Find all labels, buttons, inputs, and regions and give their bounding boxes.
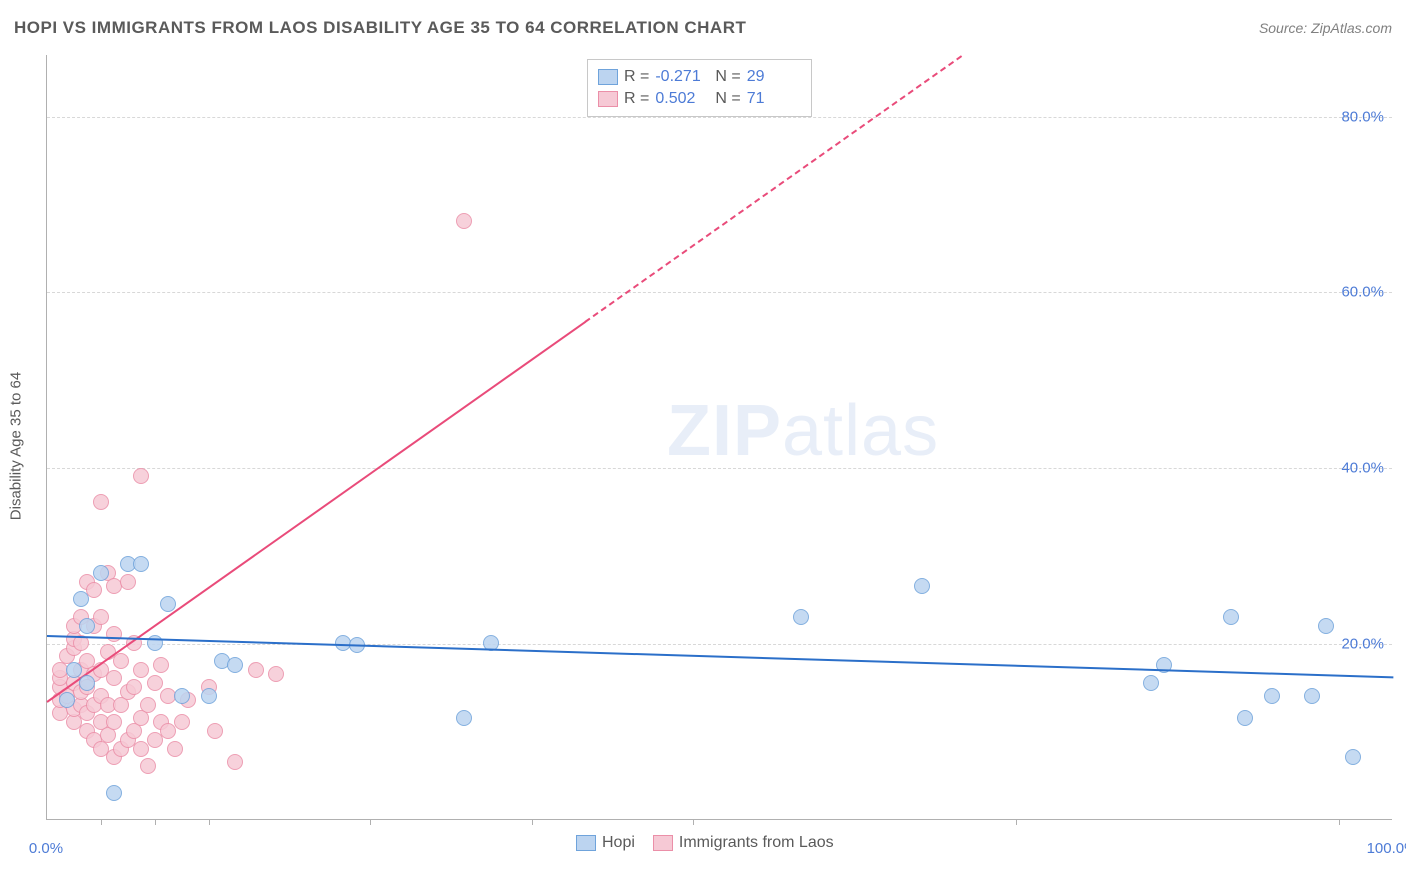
stats-n-value: 71 <box>747 90 801 108</box>
watermark-bold: ZIP <box>667 391 782 471</box>
scatter-point <box>106 626 122 642</box>
scatter-point <box>106 714 122 730</box>
stats-r-label: R = <box>624 68 649 86</box>
scatter-point <box>133 662 149 678</box>
scatter-point <box>106 785 122 801</box>
gridline <box>47 117 1392 118</box>
scatter-point <box>66 662 82 678</box>
scatter-point <box>86 582 102 598</box>
gridline <box>47 292 1392 293</box>
scatter-point <box>113 653 129 669</box>
legend-label: Hopi <box>602 834 635 852</box>
x-tick <box>1339 819 1340 825</box>
stats-legend-row: R = -0.271 N = 29 <box>598 66 801 88</box>
watermark: ZIPatlas <box>667 390 939 472</box>
scatter-point <box>79 618 95 634</box>
x-tick <box>1016 819 1017 825</box>
scatter-point <box>160 596 176 612</box>
series-legend: Hopi Immigrants from Laos <box>576 834 834 852</box>
scatter-point <box>914 578 930 594</box>
scatter-point <box>59 692 75 708</box>
scatter-point <box>106 670 122 686</box>
scatter-point <box>174 688 190 704</box>
scatter-point <box>227 754 243 770</box>
x-tick <box>209 819 210 825</box>
scatter-point <box>174 714 190 730</box>
x-tick <box>370 819 371 825</box>
scatter-point <box>126 679 142 695</box>
stats-n-value: 29 <box>747 68 801 86</box>
stats-legend: R = -0.271 N = 29 R = 0.502 N = 71 <box>587 59 812 117</box>
scatter-point <box>93 565 109 581</box>
gridline <box>47 644 1392 645</box>
scatter-point <box>248 662 264 678</box>
y-tick-label: 40.0% <box>1341 460 1384 477</box>
scatter-point <box>268 666 284 682</box>
scatter-point <box>1264 688 1280 704</box>
x-tick <box>155 819 156 825</box>
stats-r-value: 0.502 <box>655 90 709 108</box>
scatter-point <box>1345 749 1361 765</box>
y-axis-label: Disability Age 35 to 64 <box>8 372 25 520</box>
scatter-point <box>140 697 156 713</box>
scatter-point <box>120 574 136 590</box>
stats-legend-row: R = 0.502 N = 71 <box>598 88 801 110</box>
y-tick-label: 60.0% <box>1341 284 1384 301</box>
stats-r-value: -0.271 <box>655 68 709 86</box>
chart-title: HOPI VS IMMIGRANTS FROM LAOS DISABILITY … <box>14 18 746 38</box>
scatter-point <box>1223 609 1239 625</box>
scatter-point <box>456 710 472 726</box>
scatter-point <box>1304 688 1320 704</box>
x-tick <box>532 819 533 825</box>
scatter-point <box>79 675 95 691</box>
x-tick-label: 100.0% <box>1367 840 1406 857</box>
y-tick-label: 80.0% <box>1341 108 1384 125</box>
source-label: Source: ZipAtlas.com <box>1259 20 1392 36</box>
trend-line <box>46 321 586 703</box>
plot-area: ZIPatlas R = -0.271 N = 29 R = 0.502 N = 71 20.… <box>46 55 1392 820</box>
x-tick <box>693 819 694 825</box>
scatter-point <box>1318 618 1334 634</box>
gridline <box>47 468 1392 469</box>
legend-swatch <box>653 835 673 851</box>
scatter-point <box>1143 675 1159 691</box>
scatter-point <box>133 468 149 484</box>
scatter-point <box>147 675 163 691</box>
y-tick-label: 20.0% <box>1341 636 1384 653</box>
scatter-point <box>140 758 156 774</box>
scatter-point <box>167 741 183 757</box>
stats-r-label: R = <box>624 90 649 108</box>
legend-label: Immigrants from Laos <box>679 834 834 852</box>
legend-item: Immigrants from Laos <box>653 834 834 852</box>
scatter-point <box>201 688 217 704</box>
legend-swatch <box>598 91 618 107</box>
scatter-point <box>207 723 223 739</box>
legend-swatch <box>598 69 618 85</box>
legend-item: Hopi <box>576 834 635 852</box>
stats-n-label: N = <box>715 90 740 108</box>
scatter-point <box>93 609 109 625</box>
legend-swatch <box>576 835 596 851</box>
scatter-point <box>153 657 169 673</box>
scatter-point <box>456 213 472 229</box>
scatter-point <box>73 591 89 607</box>
x-tick <box>101 819 102 825</box>
scatter-point <box>1237 710 1253 726</box>
scatter-point <box>93 494 109 510</box>
x-tick-label: 0.0% <box>29 840 63 857</box>
scatter-point <box>227 657 243 673</box>
watermark-rest: atlas <box>782 391 939 471</box>
scatter-point <box>793 609 809 625</box>
stats-n-label: N = <box>715 68 740 86</box>
scatter-point <box>133 556 149 572</box>
